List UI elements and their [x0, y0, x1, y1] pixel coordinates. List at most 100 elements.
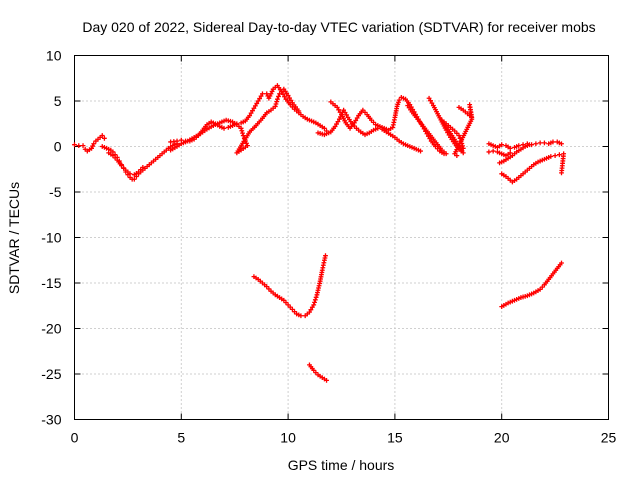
data-point — [426, 95, 432, 101]
y-tick-label: -5 — [49, 184, 62, 200]
data-point — [272, 104, 278, 109]
data-point — [254, 101, 260, 106]
data-point — [335, 119, 341, 125]
data-point — [312, 299, 317, 305]
y-tick-label: 10 — [46, 48, 62, 64]
data-point — [418, 148, 423, 154]
data-point — [282, 94, 287, 100]
data-point — [140, 165, 146, 170]
data-point — [559, 141, 564, 147]
data-point — [288, 97, 294, 103]
data-point — [296, 108, 302, 114]
data-point — [240, 133, 246, 138]
data-point — [507, 150, 513, 156]
y-tick-label: 0 — [54, 139, 62, 155]
data-point — [533, 141, 539, 147]
data-point — [456, 133, 462, 138]
data-point — [516, 143, 522, 148]
data-point — [344, 112, 349, 118]
data-point — [311, 302, 317, 308]
data-point — [507, 145, 513, 151]
x-tick-label: 0 — [71, 430, 79, 446]
data-point — [552, 153, 558, 158]
series-deep-short — [307, 362, 329, 383]
data-point — [131, 176, 137, 182]
data-point — [312, 297, 318, 303]
y-tick-label: -20 — [41, 321, 61, 337]
x-tick-label: 15 — [387, 430, 403, 446]
data-point — [260, 91, 265, 97]
data-point — [102, 135, 107, 141]
data-point — [429, 100, 435, 106]
series-rise-lower — [168, 86, 302, 156]
data-point — [443, 151, 449, 157]
data-point — [239, 128, 245, 134]
data-point — [76, 143, 82, 148]
series-afternoon-bunch — [405, 95, 475, 158]
data-point — [332, 124, 338, 129]
data-point — [527, 142, 532, 148]
series-evening-rise — [497, 142, 567, 185]
data-point — [324, 377, 329, 383]
data-point — [285, 93, 291, 98]
series-morning-dip-b — [106, 150, 146, 178]
y-tick-label: 5 — [54, 93, 62, 109]
data-point — [550, 139, 556, 145]
data-point — [490, 148, 496, 154]
data-point — [307, 309, 312, 315]
data-point — [309, 304, 315, 310]
x-tick-label: 5 — [177, 430, 185, 446]
data-point — [342, 110, 348, 115]
y-tick-label: -25 — [41, 366, 61, 382]
data-point — [351, 120, 357, 126]
x-tick-label: 20 — [494, 430, 510, 446]
data-point — [276, 94, 281, 99]
y-axis-label: SDTVAR / TECUs — [6, 182, 22, 294]
x-tick-label: 25 — [601, 430, 617, 446]
data-point — [238, 125, 244, 131]
data-point — [556, 152, 562, 158]
data-point — [248, 110, 254, 116]
data-point — [537, 140, 543, 146]
series-morning-dip — [99, 141, 180, 182]
x-tick-label: 10 — [280, 430, 296, 446]
series-midday-lower — [315, 107, 423, 154]
data-point — [99, 133, 105, 138]
data-point — [308, 307, 314, 313]
data-point — [72, 142, 77, 148]
data-point — [334, 121, 339, 127]
series-early-segment — [72, 133, 107, 154]
axis-ticks — [74, 55, 609, 420]
data-point — [251, 105, 257, 111]
data-point — [337, 109, 343, 115]
data-point — [80, 143, 86, 148]
x-axis-tick-labels: 0 5 10 15 20 25 — [71, 430, 617, 446]
data-point — [341, 107, 347, 113]
y-tick-label: -10 — [41, 230, 61, 246]
chart-title: Day 020 of 2022, Sidereal Day-to-day VTE… — [82, 19, 595, 35]
series-deep-evening — [499, 260, 564, 310]
data-point — [127, 171, 133, 177]
data-point — [255, 98, 261, 104]
data-point — [274, 99, 280, 105]
data-point — [542, 140, 547, 146]
data-point — [174, 138, 180, 144]
data-point — [240, 130, 245, 136]
data-point — [396, 97, 402, 103]
data-point — [486, 149, 492, 155]
data-point — [250, 108, 255, 114]
data-point — [252, 103, 258, 109]
data-point — [91, 141, 97, 147]
data-point — [336, 107, 342, 113]
data-point — [247, 113, 253, 118]
data-point — [287, 95, 292, 101]
data-point — [559, 260, 564, 266]
data-point — [353, 118, 359, 123]
data-point — [559, 170, 564, 176]
data-point — [499, 142, 505, 148]
data-point — [298, 313, 304, 319]
y-tick-label: -30 — [41, 412, 61, 428]
data-point — [322, 125, 327, 131]
data-point — [334, 104, 340, 110]
